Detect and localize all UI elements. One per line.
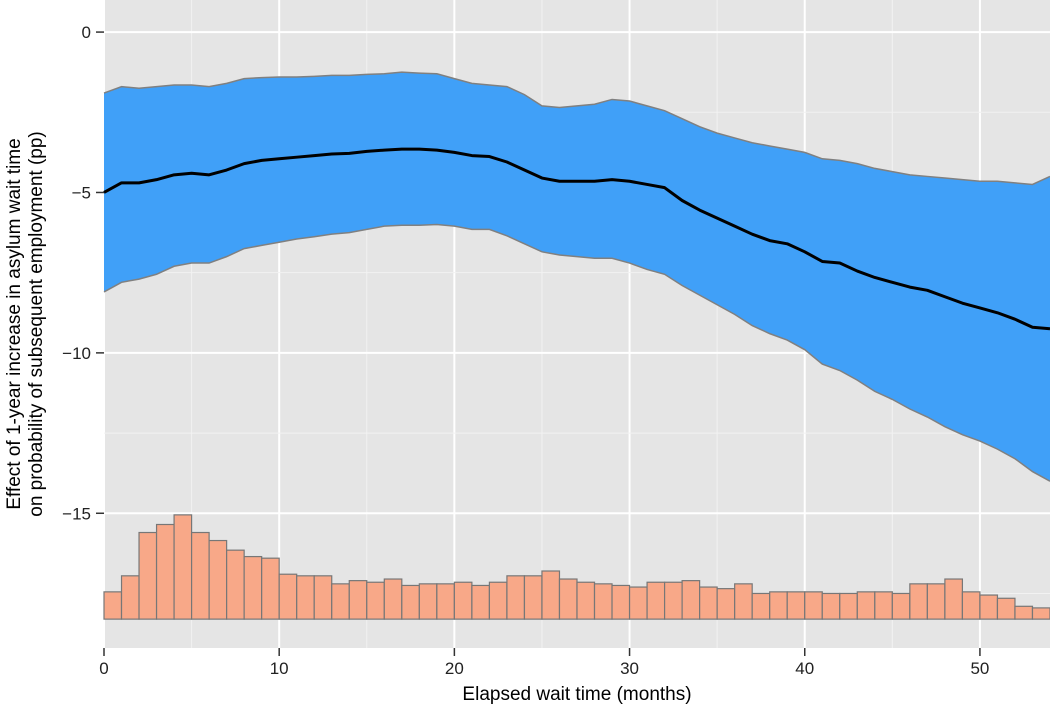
y-tick-label: −10 — [62, 344, 91, 363]
histogram-bar — [1031, 607, 1050, 620]
histogram-bar — [278, 573, 298, 620]
histogram-bar — [804, 591, 823, 620]
histogram-bar — [786, 591, 806, 620]
histogram-bar — [646, 581, 666, 620]
x-tick-label: 0 — [99, 659, 108, 678]
histogram-bar — [155, 523, 175, 620]
histogram-bar — [996, 597, 1016, 620]
histogram-bar — [418, 583, 438, 620]
histogram-bar — [891, 592, 911, 620]
x-tick-label: 50 — [970, 659, 989, 678]
histogram-bars — [103, 514, 1050, 620]
histogram-bar — [769, 591, 788, 620]
x-axis-ticks: 0 10 20 30 40 50 — [99, 648, 989, 678]
histogram-bar — [909, 583, 928, 620]
histogram-bar — [926, 583, 946, 620]
histogram-bar — [190, 531, 210, 620]
histogram-bar — [243, 555, 263, 620]
histogram-bar — [576, 581, 596, 620]
x-tick-label: 30 — [620, 659, 639, 678]
histogram-bar — [506, 575, 526, 620]
histogram-bar — [208, 539, 228, 620]
histogram-bar — [751, 592, 771, 620]
histogram-bar — [366, 581, 385, 620]
histogram-bar — [628, 586, 648, 620]
histogram-bar — [944, 578, 964, 620]
histogram-bar — [331, 583, 350, 620]
histogram-bar — [488, 581, 508, 620]
histogram-bar — [173, 514, 193, 620]
histogram-bar — [120, 575, 140, 620]
histogram-bar — [313, 575, 333, 620]
histogram-bar — [471, 584, 491, 620]
confidence-band — [104, 72, 1050, 482]
histogram-bar — [558, 578, 578, 620]
histogram-bar — [296, 575, 315, 620]
histogram-bar — [979, 594, 999, 620]
histogram-bar — [383, 578, 403, 620]
confidence-band-lower-edge — [103, 223, 1050, 482]
histogram-bar — [226, 549, 245, 620]
histogram-bar — [261, 557, 280, 620]
y-tick-label: 0 — [82, 23, 91, 42]
x-tick-label: 10 — [270, 659, 289, 678]
histogram-bar — [593, 583, 613, 620]
histogram-bar — [856, 591, 876, 620]
histogram-bar — [1014, 605, 1034, 620]
histogram-bar — [103, 591, 123, 620]
histogram-bar — [839, 592, 858, 620]
histogram-bar — [961, 591, 981, 620]
histogram-bar — [716, 588, 736, 620]
y-axis-title-line-1: Effect of 1-year increase in asylum wait… — [4, 138, 25, 509]
y-tick-label: −15 — [62, 504, 91, 523]
histogram-bar — [348, 580, 368, 620]
y-axis-ticks: 0 −5 −10 −15 — [62, 23, 104, 523]
confidence-band-upper-edge — [103, 71, 1050, 186]
histogram-bar — [699, 586, 718, 620]
histogram-bar — [523, 575, 543, 620]
histogram-bar — [401, 584, 420, 620]
x-tick-label: 20 — [445, 659, 464, 678]
histogram-bar — [663, 581, 683, 620]
histogram-bar — [436, 583, 455, 620]
histogram-bar — [541, 570, 561, 620]
histogram-bar — [821, 592, 841, 620]
y-tick-label: −5 — [72, 183, 91, 202]
histogram-bar — [874, 591, 893, 620]
x-axis-title: Elapsed wait time (months) — [462, 684, 691, 705]
histogram-bar — [138, 531, 158, 620]
y-axis-title-line-2: on probability of subsequent employment … — [26, 131, 47, 517]
estimate-line — [103, 147, 1050, 331]
histogram-bar — [611, 584, 631, 620]
histogram-bar — [453, 581, 473, 620]
histogram-bar — [681, 580, 701, 620]
x-tick-label: 40 — [795, 659, 814, 678]
histogram-bar — [734, 583, 753, 620]
